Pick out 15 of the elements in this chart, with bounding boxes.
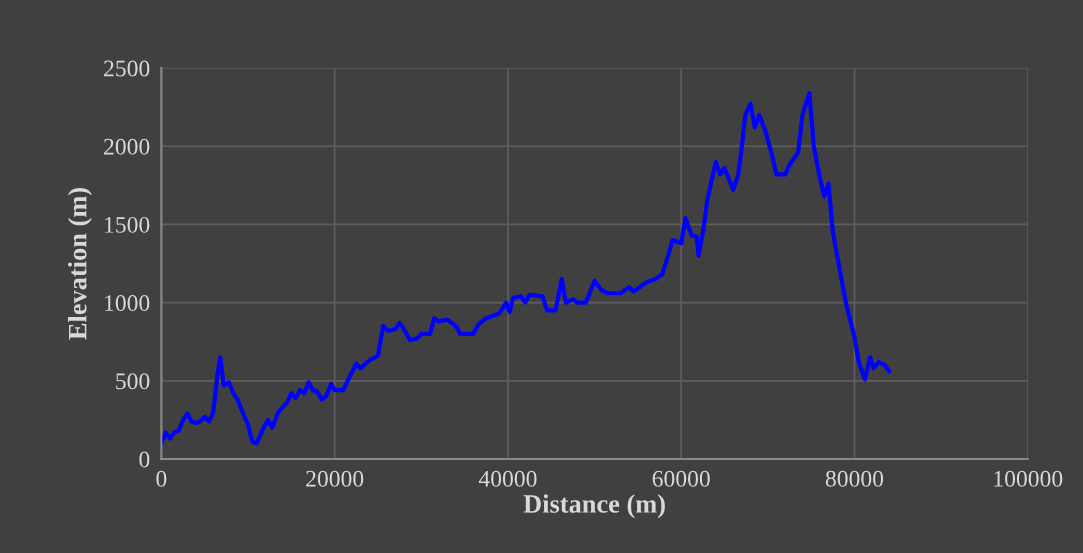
- y-tick-label: 1500: [105, 216, 150, 233]
- y-tick-label: 2500: [104, 60, 150, 77]
- y-tick-label: 0: [139, 451, 150, 468]
- x-tick-label: 80000: [825, 470, 884, 487]
- x-axis-title: Distance (m): [523, 494, 665, 519]
- y-tick-label: 2000: [104, 138, 150, 155]
- x-tick-label: 60000: [652, 470, 710, 487]
- line-series: [161, 90, 892, 446]
- y-tick-label: 1000: [105, 295, 150, 312]
- y-axis-title: Elevation (m): [67, 188, 92, 340]
- x-tick-label: 40000: [478, 470, 537, 487]
- x-tick-label: 100000: [994, 470, 1063, 487]
- y-tick-label: 500: [116, 373, 150, 390]
- x-tick-label: 0: [156, 470, 167, 487]
- x-tick-label: 20000: [306, 470, 364, 487]
